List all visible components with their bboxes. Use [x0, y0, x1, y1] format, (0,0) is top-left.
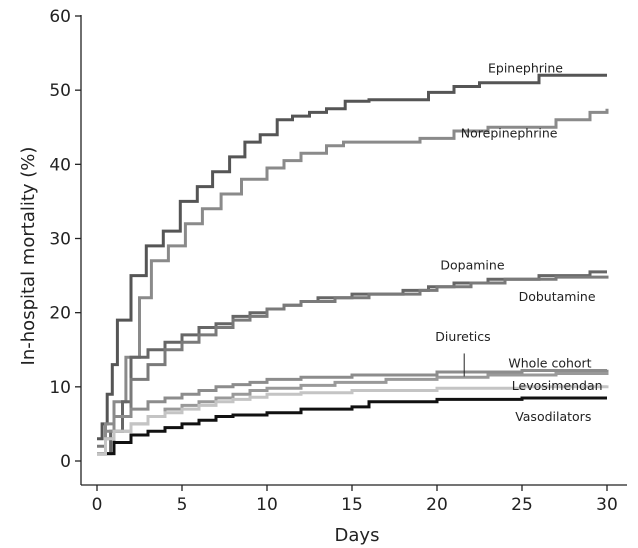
series-line-epinephrine	[97, 73, 607, 441]
series-line-whole-cohort	[97, 369, 609, 456]
series-line-levosimendan	[97, 396, 607, 456]
series-line-dobutamine	[97, 275, 609, 448]
x-tick-label: 0	[92, 495, 103, 515]
y-tick-label: 40	[49, 155, 71, 175]
y-tick-label: 30	[49, 230, 71, 250]
series-layer	[97, 73, 609, 456]
x-tick-label: 25	[511, 495, 533, 515]
x-tick-label: 5	[177, 495, 188, 515]
series-label-norepinephrine: Norepinephrine	[461, 126, 558, 141]
y-axis-title: In-hospital mortality (%)	[18, 147, 39, 366]
series-label-whole-cohort: Whole cohort	[508, 356, 591, 371]
y-tick-label: 10	[49, 378, 71, 398]
x-tick-label: 20	[426, 495, 448, 515]
series-line-vasodilators	[97, 385, 609, 456]
x-axis-title: Days	[335, 525, 380, 546]
series-label-dobutamine: Dobutamine	[519, 289, 596, 304]
series-label-dopamine: Dopamine	[440, 258, 504, 273]
labels-layer: Epinephrine Norepinephrine Dopamine Dobutam…	[435, 60, 602, 424]
x-tick-label: 10	[256, 495, 278, 515]
series-label-levosimendan: Levosimendan	[512, 378, 603, 393]
x-tick-label: 30	[596, 495, 618, 515]
axes: 0 10 20 30 40 50 60 0 5 10 15 20 25 30	[49, 7, 627, 515]
y-tick-label: 50	[49, 81, 71, 101]
y-tick-label: 20	[49, 304, 71, 324]
y-tick-label: 0	[60, 452, 71, 472]
series-label-epinephrine: Epinephrine	[488, 60, 563, 75]
y-tick-label: 60	[49, 7, 71, 27]
series-label-vasodilators: Vasodilators	[515, 409, 591, 424]
x-tick-label: 15	[341, 495, 363, 515]
series-line-norepinephrine	[97, 108, 609, 456]
series-label-diuretics: Diuretics	[435, 329, 490, 344]
